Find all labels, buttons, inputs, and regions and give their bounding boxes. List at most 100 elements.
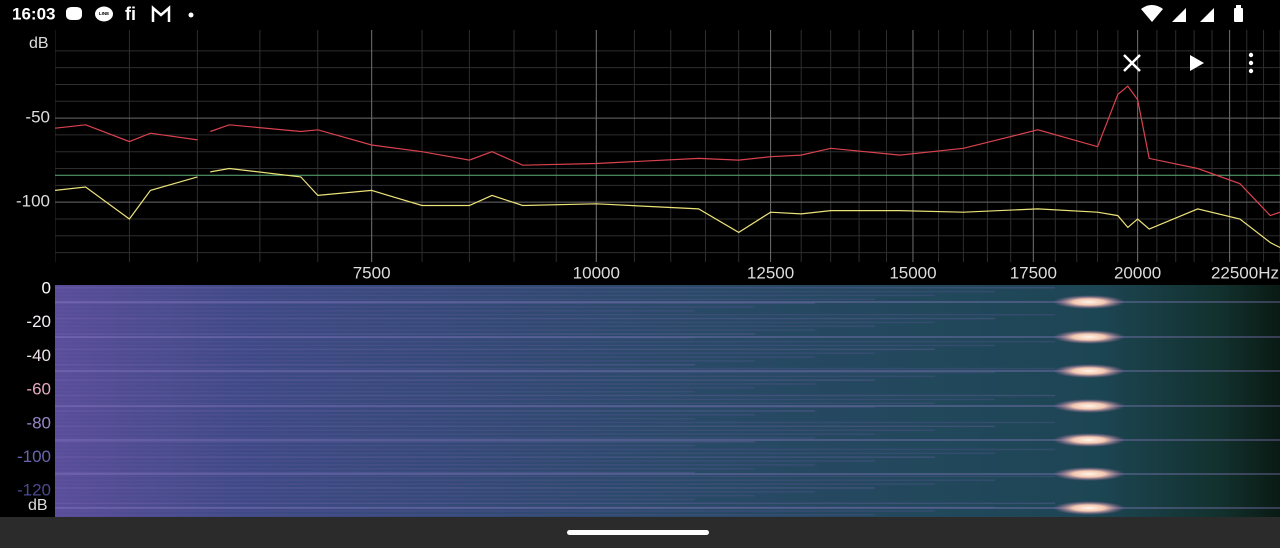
spectrogram-streak bbox=[55, 448, 1055, 451]
spectrogram-streak bbox=[55, 425, 995, 428]
spectrogram-band bbox=[55, 370, 1280, 372]
spectrogram-tick-label: -20 bbox=[26, 312, 51, 331]
y-unit: dB bbox=[29, 35, 49, 52]
spectrogram-tick-label: -100 bbox=[17, 447, 51, 466]
spectrogram-streak bbox=[55, 506, 995, 508]
tone-blob bbox=[1053, 295, 1125, 309]
x-tick-label: 22500Hz bbox=[1211, 263, 1279, 282]
line-icon-text: LINE bbox=[99, 11, 109, 16]
spectrogram-streak bbox=[55, 371, 995, 374]
battery-icon bbox=[1234, 8, 1243, 22]
spectrogram-streak bbox=[55, 414, 755, 416]
spectrogram-band bbox=[55, 473, 1280, 475]
spectrogram-streak bbox=[55, 487, 875, 489]
spectrogram-streak bbox=[55, 356, 815, 358]
spectrogram-streak bbox=[55, 429, 935, 431]
spectrogram-band bbox=[55, 507, 1280, 509]
more-button[interactable] bbox=[1248, 52, 1254, 74]
spectrogram-streak bbox=[55, 390, 695, 393]
battery-cap bbox=[1236, 5, 1241, 8]
spectrogram-streak bbox=[55, 460, 875, 462]
spectrogram-streak bbox=[55, 348, 935, 351]
tone-blob bbox=[1053, 467, 1125, 481]
x-tick-label: 10000 bbox=[573, 263, 620, 282]
tone-blob bbox=[1053, 364, 1125, 378]
spectrogram-streak bbox=[55, 491, 815, 493]
axis-labels: 7500 10000 12500 15000 17500 20000 22500Hz -50 -… bbox=[16, 108, 1279, 500]
spectrogram-streak bbox=[55, 514, 875, 516]
spectrogram-streak bbox=[55, 456, 935, 458]
spectrogram-unit: dB bbox=[28, 497, 48, 514]
spectrogram-streak bbox=[55, 321, 935, 324]
spectrogram-tick-label: 0 bbox=[42, 278, 51, 297]
spectrogram-tick-label: -40 bbox=[26, 346, 51, 365]
line-icon bbox=[95, 6, 113, 22]
spectrogram-streak bbox=[55, 325, 875, 327]
game-icon bbox=[66, 7, 82, 20]
spectrogram-streak bbox=[55, 510, 935, 512]
x-tick-label: 15000 bbox=[889, 263, 936, 282]
tone-blob bbox=[1053, 399, 1125, 413]
spectrogram-streak bbox=[55, 441, 755, 443]
spectrogram-streak bbox=[55, 333, 755, 335]
y-tick-label: -100 bbox=[16, 192, 50, 211]
spectrogram-streak bbox=[55, 444, 695, 447]
grid bbox=[55, 30, 1280, 262]
x-tick-label: 17500 bbox=[1010, 263, 1057, 282]
spectrogram-streak bbox=[55, 344, 995, 347]
spectrogram-streak bbox=[55, 452, 995, 455]
signal-icon bbox=[1172, 8, 1186, 22]
toolbar bbox=[1123, 52, 1254, 74]
notification-dot bbox=[188, 12, 194, 18]
x-tick-label: 7500 bbox=[353, 263, 391, 282]
spectrogram bbox=[55, 285, 1280, 517]
tone-blob bbox=[1053, 433, 1125, 447]
home-handle[interactable] bbox=[567, 530, 709, 535]
spectrum-line bbox=[55, 85, 1280, 217]
spectrogram-streak bbox=[55, 340, 1055, 343]
spectrogram-streak bbox=[55, 498, 695, 501]
spectrogram-streak bbox=[55, 367, 1055, 370]
spectrogram-streak bbox=[55, 310, 695, 312]
spectrogram-band bbox=[55, 405, 1280, 407]
spectrogram-streak bbox=[55, 375, 935, 378]
spectrogram-streak bbox=[55, 479, 995, 481]
spectrogram-streak bbox=[55, 287, 1055, 289]
spectrogram-streak bbox=[55, 329, 815, 331]
spectrogram-band bbox=[55, 301, 1280, 303]
spectrogram-streak bbox=[55, 313, 1055, 316]
spectrogram-streak bbox=[55, 398, 995, 401]
spectrogram-streak bbox=[55, 467, 755, 470]
spectrogram-streak bbox=[55, 483, 935, 485]
tone-blob bbox=[1053, 330, 1125, 344]
spectrogram-streak bbox=[55, 494, 755, 497]
x-tick-label: 12500 bbox=[747, 263, 794, 282]
clock: 16:03 bbox=[12, 4, 55, 23]
spectrogram-streak bbox=[55, 417, 695, 420]
spectrogram-streak bbox=[55, 364, 695, 366]
y-tick-label: -50 bbox=[25, 108, 50, 127]
spectrogram-streak bbox=[55, 421, 1055, 424]
spectrogram-streak bbox=[55, 410, 815, 412]
close-button[interactable] bbox=[1123, 54, 1141, 72]
signal-icon-2 bbox=[1200, 8, 1214, 22]
spectrogram-streak bbox=[55, 464, 815, 466]
play-button[interactable] bbox=[1190, 55, 1204, 71]
spectrogram-streak bbox=[55, 360, 755, 362]
spectrogram-streak bbox=[55, 383, 815, 385]
spectrogram-streak bbox=[55, 406, 875, 408]
status-bar: 16:03 LINE fi bbox=[12, 4, 1243, 24]
spectrogram-streak bbox=[55, 298, 875, 301]
spectrogram-band bbox=[55, 439, 1280, 441]
spectrogram-streak bbox=[55, 437, 815, 439]
spectrogram-streak bbox=[55, 352, 875, 354]
spectrogram-streak bbox=[55, 317, 995, 320]
spectrogram-streak bbox=[55, 475, 1055, 478]
spectrogram-streak bbox=[55, 402, 935, 404]
spectrogram-streak bbox=[55, 306, 755, 308]
spectrogram-tick-label: -120 bbox=[17, 481, 51, 500]
spectrogram-streak bbox=[55, 433, 875, 435]
spectrum bbox=[55, 85, 1280, 249]
spectrogram-streak bbox=[55, 379, 875, 381]
